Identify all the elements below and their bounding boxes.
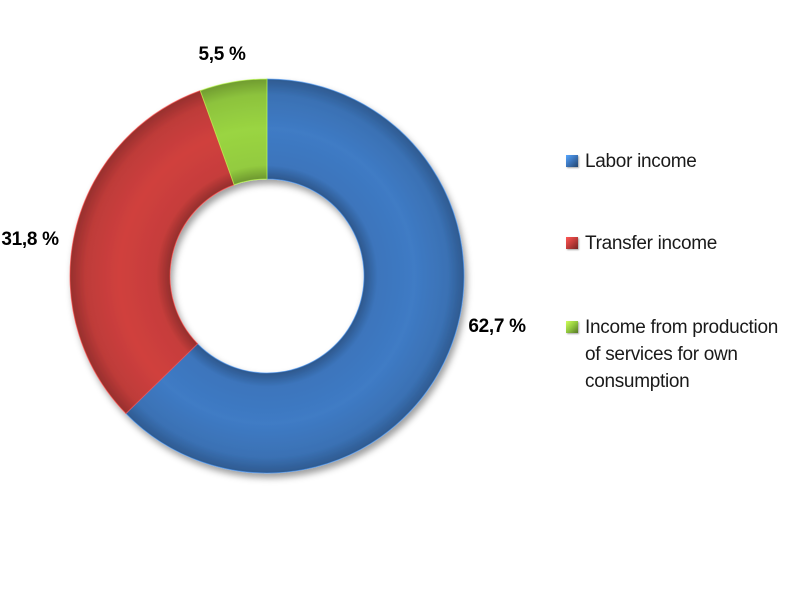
legend-label-transfer-income: Transfer income [585,233,718,254]
legend-item-labor-income: Labor income [566,148,798,175]
legend-marker-own-consumption-icon [566,321,578,333]
data-label-transfer-income: 31,8 % [1,229,59,250]
slice-labor-income [125,78,465,474]
slice-income-from-production-of-services-for-own-consumption [199,78,268,186]
slice-transfer-income [69,90,235,415]
legend: Labor income Transfer income Income from… [566,0,800,600]
legend-label-labor-income: Labor income [585,151,697,172]
legend-marker-transfer-income-icon [566,237,578,249]
data-label-own-consumption: 5,5 % [198,44,246,65]
legend-marker-labor-income-icon [566,155,578,167]
legend-label-own-consumption: Income from production of services for o… [585,317,778,392]
data-label-labor-income: 62,7 % [468,316,526,337]
legend-item-transfer-income: Transfer income [566,230,798,257]
legend-item-own-consumption: Income from production of services for o… [566,314,798,395]
